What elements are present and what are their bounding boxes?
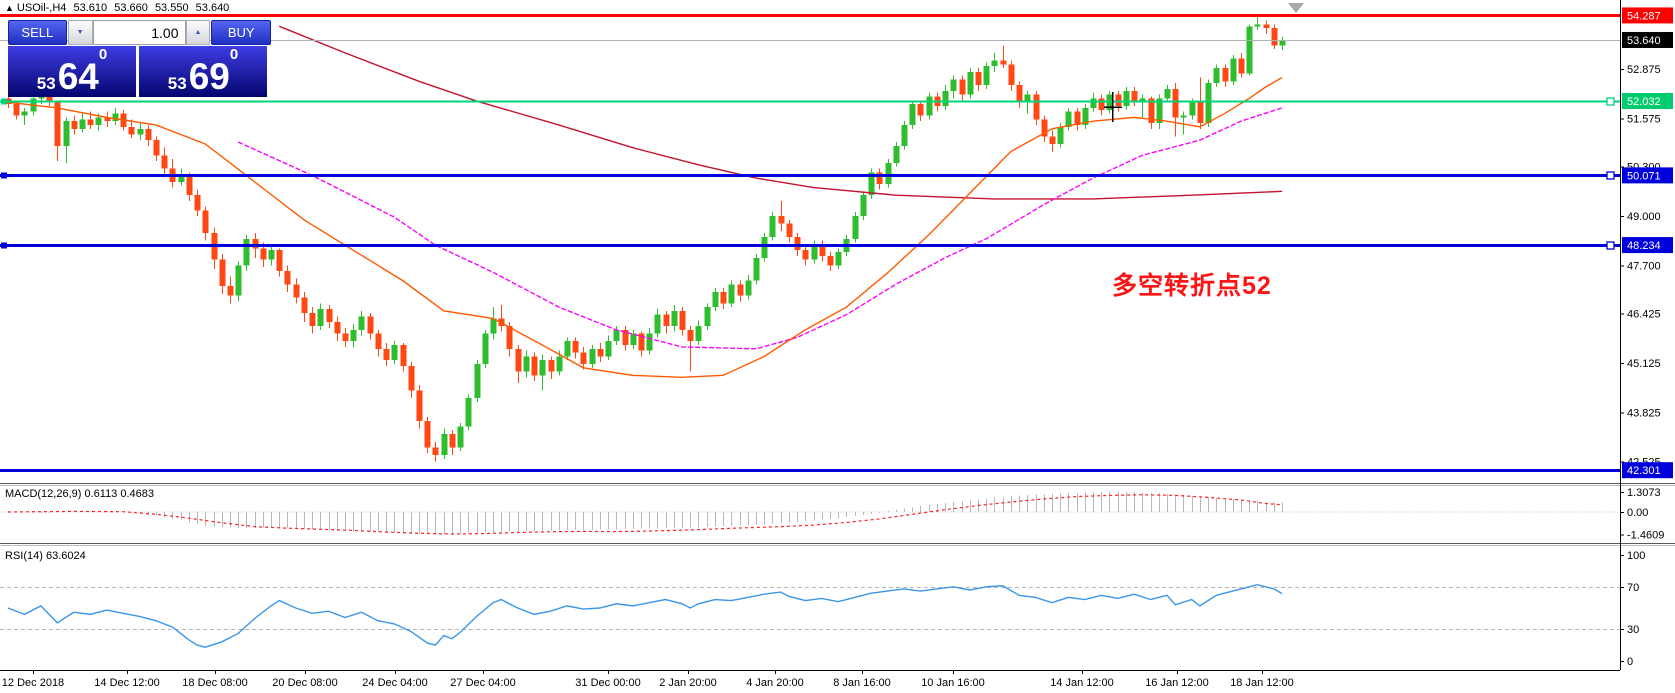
svg-text:18 Jan 12:00: 18 Jan 12:00 <box>1230 677 1294 689</box>
svg-text:16 Jan 12:00: 16 Jan 12:00 <box>1145 677 1209 689</box>
svg-text:49.000: 49.000 <box>1627 211 1661 223</box>
svg-text:20 Dec 08:00: 20 Dec 08:00 <box>272 677 337 689</box>
bid-price-big: 64 <box>57 56 99 98</box>
svg-text:30: 30 <box>1627 624 1639 636</box>
buy-button[interactable]: BUY <box>211 20 271 45</box>
time-axis: 12 Dec 2018 14 Dec 12:00 18 Dec 08:00 20 De… <box>2 670 1294 689</box>
price-axis: 52.87551.57550.30049.00047.70046.42545.1… <box>1620 7 1673 668</box>
candles-layer <box>5 16 1286 462</box>
svg-text:47.700: 47.700 <box>1627 260 1661 272</box>
symbol-timeframe-label: USOil-,H4 <box>16 2 67 14</box>
rsi-panel <box>0 583 1620 648</box>
rsi-indicator-label: RSI(14) 63.6024 <box>5 550 86 562</box>
svg-text:51.575: 51.575 <box>1627 113 1661 125</box>
svg-text:70: 70 <box>1627 582 1639 594</box>
crosshair-marker <box>1103 92 1122 123</box>
sell-button[interactable]: SELL <box>8 20 67 45</box>
svg-text:100: 100 <box>1627 550 1645 562</box>
moving-averages-layer <box>7 25 1283 378</box>
bid-price-small: 53 <box>36 74 56 93</box>
svg-text:12 Dec 2018: 12 Dec 2018 <box>2 677 64 689</box>
one-click-trade-panel: SELL ▼ ▲ BUY 53 64 0 53 69 0 <box>8 20 271 97</box>
ask-price-big: 69 <box>188 56 230 98</box>
bid-quote-panel[interactable]: 53 64 0 <box>8 46 136 97</box>
panel-borders <box>0 0 1675 671</box>
ohlc-readout: ▲ USOil-,H4 53.610 53.660 53.550 53.640 <box>5 2 233 14</box>
svg-text:53.640: 53.640 <box>1627 35 1661 47</box>
svg-text:52.875: 52.875 <box>1627 64 1661 76</box>
open-value: 53.610 <box>73 2 108 14</box>
svg-text:14 Jan 12:00: 14 Jan 12:00 <box>1050 677 1114 689</box>
svg-text:42.301: 42.301 <box>1627 465 1661 477</box>
bid-price-sup: 0 <box>98 46 108 63</box>
svg-text:27 Dec 04:00: 27 Dec 04:00 <box>450 677 515 689</box>
svg-text:0: 0 <box>1627 656 1633 668</box>
svg-text:24 Dec 04:00: 24 Dec 04:00 <box>362 677 427 689</box>
svg-text:46.425: 46.425 <box>1627 309 1661 321</box>
volume-input[interactable] <box>92 20 186 45</box>
volume-increase-button[interactable]: ▲ <box>185 20 211 45</box>
svg-text:2 Jan 20:00: 2 Jan 20:00 <box>659 677 717 689</box>
svg-text:54.287: 54.287 <box>1627 10 1661 22</box>
symbol-marker-icon: ▲ <box>5 3 14 13</box>
svg-text:0.00: 0.00 <box>1627 507 1648 519</box>
svg-text:45.125: 45.125 <box>1627 358 1661 370</box>
chart-shift-marker-icon[interactable] <box>1288 3 1304 13</box>
svg-text:18 Dec 08:00: 18 Dec 08:00 <box>182 677 247 689</box>
svg-text:50.071: 50.071 <box>1627 170 1661 182</box>
svg-text:1.3073: 1.3073 <box>1627 487 1661 499</box>
svg-text:31 Dec 00:00: 31 Dec 00:00 <box>575 677 640 689</box>
svg-text:4 Jan 20:00: 4 Jan 20:00 <box>746 677 804 689</box>
svg-text:14 Dec 12:00: 14 Dec 12:00 <box>94 677 159 689</box>
svg-text:43.825: 43.825 <box>1627 407 1661 419</box>
svg-text:10 Jan 16:00: 10 Jan 16:00 <box>921 677 985 689</box>
macd-indicator-label: MACD(12,26,9) 0.6113 0.4683 <box>5 488 154 500</box>
ask-price-small: 53 <box>167 74 187 93</box>
high-value: 53.660 <box>114 2 148 14</box>
chart-text-annotation[interactable]: 多空转折点52 <box>1112 272 1272 300</box>
svg-text:-1.4609: -1.4609 <box>1627 529 1664 541</box>
close-value: 53.640 <box>195 2 230 14</box>
svg-text:52.032: 52.032 <box>1627 96 1661 108</box>
svg-text:48.234: 48.234 <box>1627 240 1661 252</box>
ask-quote-panel[interactable]: 53 69 0 <box>139 46 267 97</box>
chevron-down-icon: ▼ <box>76 29 84 36</box>
chevron-up-icon: ▲ <box>194 29 202 36</box>
low-value: 53.550 <box>154 2 189 14</box>
volume-decrease-button[interactable]: ▼ <box>67 20 93 45</box>
svg-text:8 Jan 16:00: 8 Jan 16:00 <box>833 677 891 689</box>
macd-panel <box>0 491 1620 535</box>
ask-price-sup: 0 <box>229 46 239 63</box>
